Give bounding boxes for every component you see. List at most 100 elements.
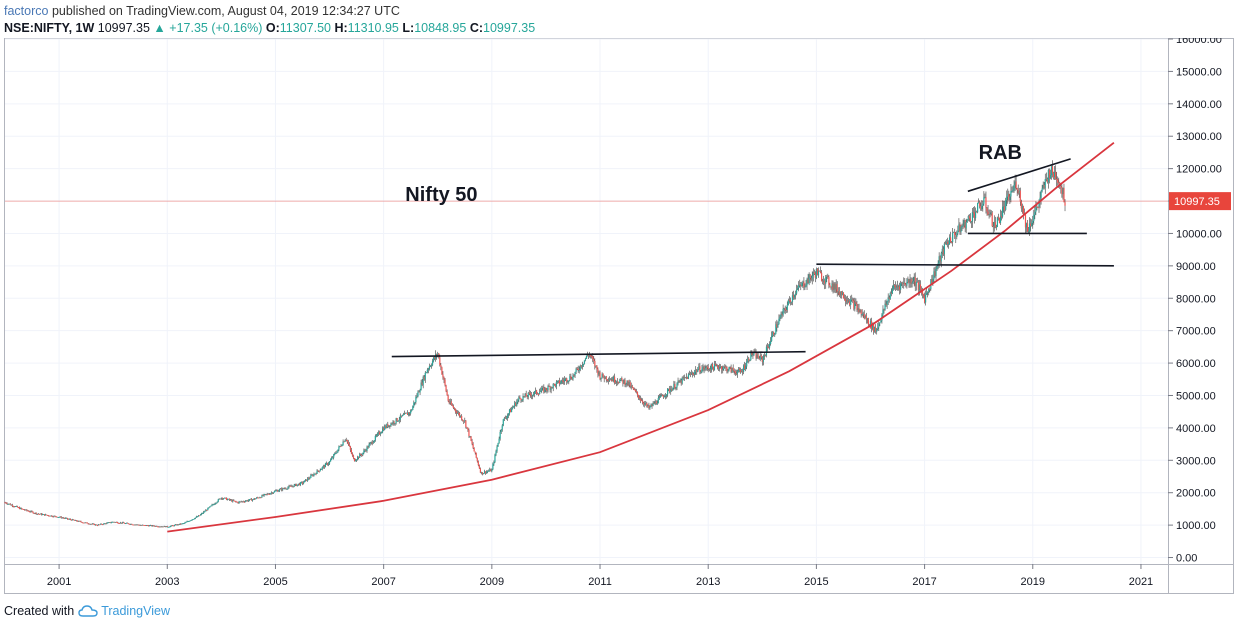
- candle-body: [58, 517, 60, 518]
- candle-body: [841, 292, 844, 296]
- candle-body: [551, 387, 553, 389]
- tradingview-logo[interactable]: TradingView: [78, 604, 170, 618]
- candle-body: [102, 524, 104, 526]
- candle-body: [705, 366, 707, 369]
- candle-body: [565, 378, 567, 380]
- candle-body: [345, 439, 347, 441]
- candle-body: [224, 497, 227, 499]
- candle-body: [457, 412, 460, 414]
- candle-body: [411, 409, 413, 411]
- candle-body: [598, 372, 600, 375]
- candle-body: [1004, 206, 1006, 210]
- candle-body: [1011, 190, 1013, 192]
- candle-body: [484, 471, 487, 474]
- candle-body: [163, 526, 165, 527]
- candle-body: [746, 361, 748, 367]
- candle-body: [249, 498, 252, 500]
- candle-body: [995, 226, 997, 228]
- candle-body: [592, 356, 594, 359]
- candle-body: [61, 517, 63, 519]
- candle-body: [732, 367, 734, 371]
- candle-body: [944, 243, 946, 245]
- candle-body: [779, 316, 781, 319]
- candle-body: [145, 525, 148, 527]
- author-link[interactable]: factorco: [4, 4, 49, 18]
- candle-body: [266, 493, 268, 495]
- candle-body: [729, 366, 731, 368]
- candle-body: [244, 501, 246, 502]
- candle-body: [420, 382, 422, 391]
- candle-body: [36, 513, 38, 515]
- candle-body: [677, 380, 679, 384]
- candle-body: [897, 286, 900, 288]
- candle-body: [339, 445, 341, 447]
- candle-body: [850, 299, 852, 305]
- candle-body: [526, 396, 528, 398]
- candle-body: [927, 292, 929, 293]
- candle-body: [447, 395, 449, 401]
- candle-body: [60, 516, 62, 519]
- candle-body: [322, 465, 324, 468]
- publish-line: factorco published on TradingView.com, A…: [4, 4, 400, 18]
- candle-body: [1019, 190, 1021, 202]
- candle-body: [422, 376, 424, 385]
- candle-body: [31, 511, 33, 512]
- annotation-label: Nifty 50: [405, 184, 477, 206]
- candle-body: [414, 402, 416, 403]
- candle-body: [753, 352, 755, 355]
- candle-body: [1029, 223, 1031, 232]
- candle-body: [931, 279, 933, 284]
- candle-body: [67, 518, 70, 520]
- candle-body: [232, 500, 234, 502]
- time-axis: 2001 2003 2005 2007 2009 2011 2013 2015 2017 2019…: [47, 564, 1153, 588]
- candle-body: [946, 242, 949, 244]
- x-tick-label: 2013: [696, 576, 720, 588]
- candle-body: [554, 384, 556, 387]
- candle-body: [293, 484, 295, 487]
- candle-body: [451, 404, 453, 406]
- candle-body: [807, 278, 809, 284]
- candle-body: [122, 522, 125, 524]
- candle-body: [116, 522, 118, 523]
- candle-body: [803, 281, 805, 288]
- candle-body: [425, 372, 427, 374]
- candle-body: [349, 446, 351, 450]
- candle-body: [396, 418, 398, 422]
- trendline: [967, 158, 1071, 193]
- candle-body: [210, 505, 212, 507]
- candle-body: [724, 366, 726, 368]
- candle-body: [951, 242, 953, 243]
- candle-body: [314, 473, 316, 475]
- candle-body: [839, 291, 841, 296]
- candle-body: [409, 412, 411, 414]
- candle-body: [860, 309, 862, 315]
- candle-body: [217, 499, 219, 502]
- candle-body: [1039, 197, 1041, 202]
- candle-body: [417, 391, 419, 397]
- candle-body: [579, 365, 581, 371]
- candle-body: [247, 500, 250, 502]
- candle-body: [40, 513, 43, 515]
- candle-body: [671, 389, 673, 391]
- candle-body: [723, 366, 725, 369]
- candle-body: [756, 354, 758, 359]
- candle-body: [88, 523, 90, 525]
- candle-body: [571, 378, 573, 380]
- candle-body: [469, 436, 471, 438]
- candle-body: [903, 282, 905, 284]
- candle-body: [1045, 178, 1047, 180]
- candle-body: [865, 316, 867, 321]
- candle-body: [467, 427, 469, 431]
- candle-body: [704, 368, 706, 370]
- chart[interactable]: Nifty 50 RAB 0.00 1000.00 2000.00 3000.00 400…: [4, 34, 1234, 594]
- chart-svg[interactable]: Nifty 50 RAB 0.00 1000.00 2000.00 3000.00 400…: [4, 34, 1234, 594]
- candle-body: [295, 483, 297, 486]
- candle-body: [275, 490, 278, 492]
- candle-body: [171, 525, 174, 527]
- candle-body: [735, 373, 737, 375]
- candle-body: [209, 506, 211, 508]
- candle-body: [575, 368, 577, 373]
- candle-body: [947, 243, 950, 245]
- candle-body: [978, 202, 980, 204]
- candle-body: [774, 333, 776, 336]
